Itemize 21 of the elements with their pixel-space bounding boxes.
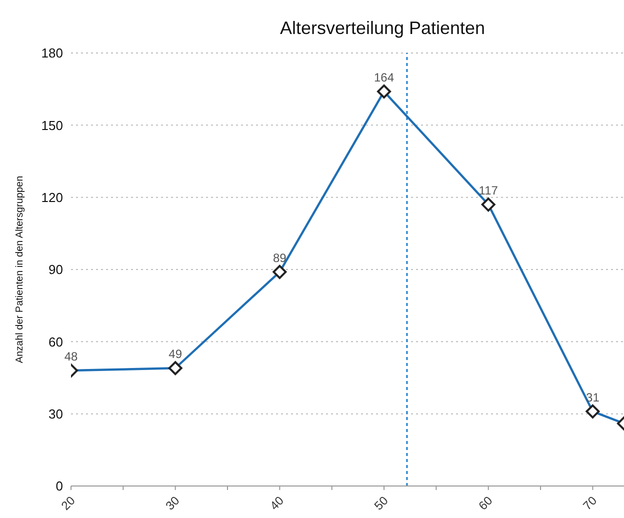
data-label: 49 — [168, 347, 182, 362]
x-tick-label: 30 — [162, 493, 182, 513]
y-tick-label: 120 — [41, 190, 63, 205]
x-tick-label: 20 — [58, 493, 78, 513]
data-label: 31 — [586, 390, 600, 404]
y-tick-label: 0 — [56, 478, 63, 494]
chart-title: Altersverteilung Patienten — [278, 18, 486, 39]
x-tick-label: 40 — [267, 493, 287, 513]
y-tick-label: 30 — [48, 406, 63, 422]
x-tick-label: 60 — [476, 493, 496, 513]
x-tick-label: 50 — [372, 493, 392, 513]
y-tick-label: 60 — [48, 334, 63, 350]
data-label: 89 — [273, 250, 287, 265]
data-label: 164 — [374, 70, 394, 84]
x-tick-label: 70 — [580, 493, 600, 513]
y-tick-label: 90 — [48, 262, 63, 278]
y-tick-label: 180 — [41, 46, 63, 61]
y-tick-label: 150 — [41, 118, 63, 133]
data-label: 117 — [478, 184, 498, 198]
data-label: 48 — [64, 350, 78, 364]
y-axis-title: Anzahl der Patienten in den Altersgruppen — [14, 176, 26, 364]
